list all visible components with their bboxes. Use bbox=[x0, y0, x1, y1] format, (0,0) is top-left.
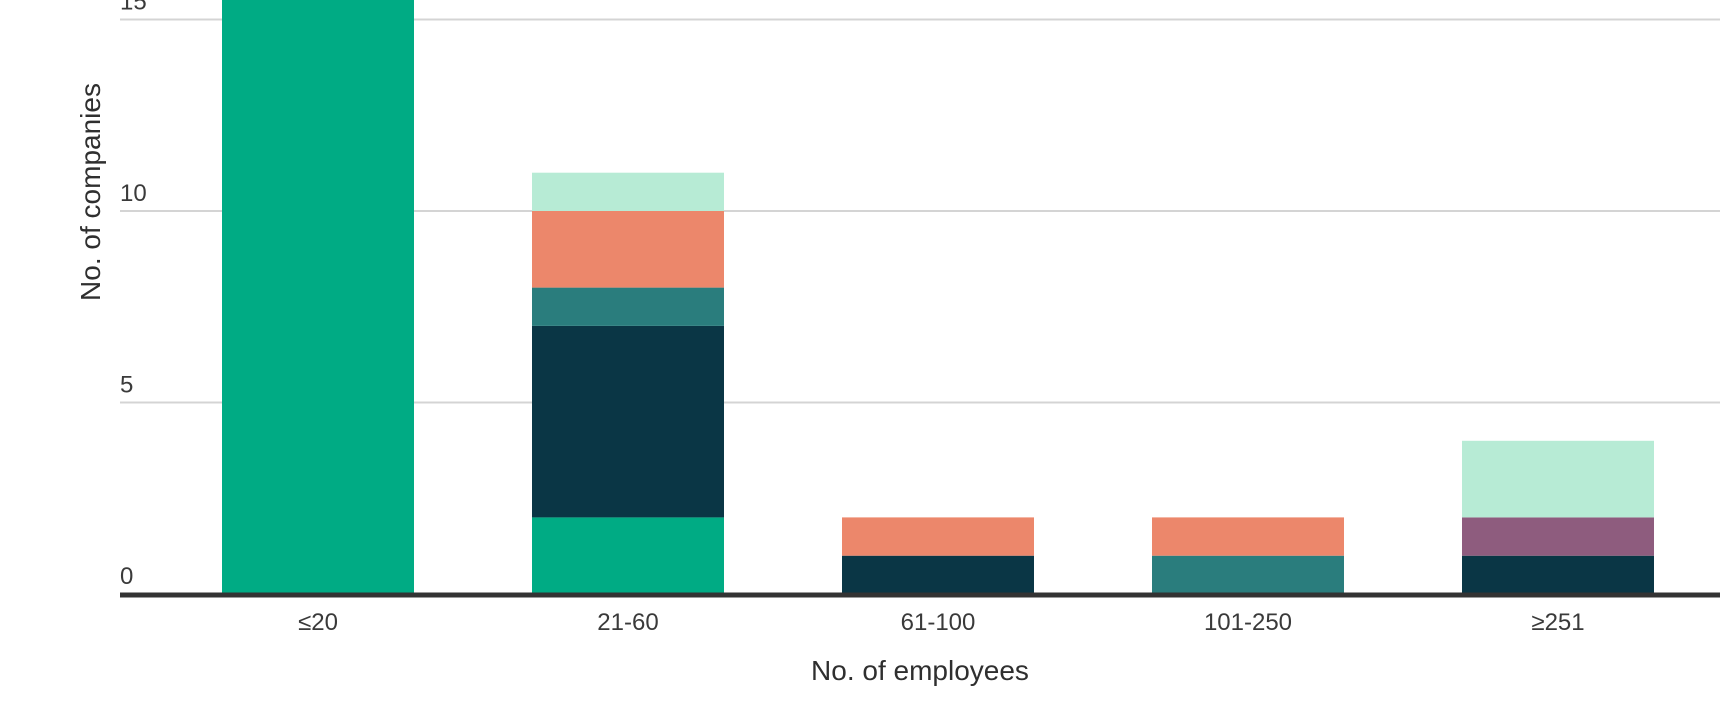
bar-segment bbox=[532, 172, 724, 211]
bar-segment bbox=[1462, 555, 1654, 594]
bar-segment bbox=[1152, 555, 1344, 594]
y-tick-labels: 0 5 10 15 bbox=[120, 0, 147, 590]
bar-segment bbox=[222, 0, 414, 594]
bar-segment bbox=[1462, 440, 1654, 518]
bar-segment bbox=[1462, 517, 1654, 556]
x-tick-label: ≤20 bbox=[298, 609, 338, 636]
y-tick-label: 0 bbox=[120, 563, 133, 590]
y-axis-title: No. of companies bbox=[75, 83, 106, 301]
bar-segment bbox=[532, 325, 724, 518]
x-tick-label: 101-250 bbox=[1204, 609, 1292, 636]
x-tick-labels: ≤20 21-60 61-100 101-250 ≥251 bbox=[298, 609, 1585, 636]
y-tick-label: 15 bbox=[120, 0, 147, 16]
x-axis-title: No. of employees bbox=[811, 655, 1029, 686]
x-tick-label: 61-100 bbox=[901, 609, 976, 636]
y-tick-label: 10 bbox=[120, 180, 147, 207]
bar-segment bbox=[842, 517, 1034, 556]
bar-segment bbox=[532, 517, 724, 594]
bar-segment bbox=[1152, 517, 1344, 556]
bars bbox=[222, 0, 1654, 594]
x-tick-label: ≥251 bbox=[1531, 609, 1584, 636]
bar-segment bbox=[842, 555, 1034, 594]
bar-segment bbox=[532, 211, 724, 288]
bar-segment bbox=[532, 287, 724, 326]
y-tick-label: 5 bbox=[120, 372, 133, 399]
x-tick-label: 21-60 bbox=[597, 609, 658, 636]
